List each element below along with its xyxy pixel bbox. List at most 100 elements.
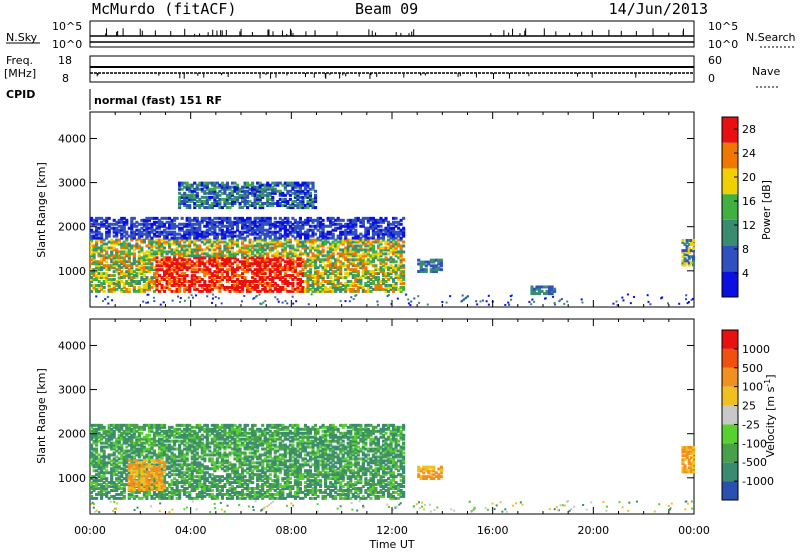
heatmap-cell: [193, 270, 197, 274]
heatmap-cell: [251, 240, 255, 244]
heatmap-cell: [130, 449, 134, 453]
heatmap-cell: [97, 226, 101, 230]
heatmap-cell: [97, 425, 101, 429]
heatmap-cell: [110, 459, 114, 463]
heatmap-cell: [193, 264, 197, 268]
heatmap-cell: [125, 449, 129, 453]
heatmap-cell: [371, 270, 375, 274]
heatmap-cell: [188, 490, 192, 494]
heatmap-cell: [168, 224, 172, 228]
heatmap-cell: [115, 287, 119, 291]
heatmap-cell: [173, 236, 177, 240]
heatmap-speckle: [563, 302, 566, 305]
heatmap-cell: [180, 479, 184, 483]
heatmap-cell: [135, 228, 139, 232]
heatmap-cell: [218, 250, 222, 254]
heatmap-cell: [691, 257, 696, 261]
heatmap-cell: [188, 234, 192, 238]
heatmap-cell: [102, 429, 106, 433]
heatmap-cell: [228, 187, 232, 191]
heatmap-cell: [147, 490, 151, 494]
heatmap-cell: [241, 280, 245, 284]
heatmap-cell: [137, 490, 141, 494]
heatmap-cell: [263, 232, 267, 236]
heatmap-cell: [157, 280, 162, 284]
heatmap-cell: [246, 270, 250, 274]
heatmap-cell: [238, 234, 242, 238]
heatmap-cell: [147, 222, 151, 226]
heatmap-cell: [291, 278, 295, 282]
heatmap-cell: [233, 274, 237, 278]
heatmap-cell: [200, 201, 204, 205]
heatmap-cell: [120, 224, 124, 228]
heatmap-cell: [92, 252, 96, 256]
heatmap-cell: [105, 490, 109, 494]
heatmap-cell: [157, 445, 162, 449]
heatmap-cell: [122, 234, 126, 238]
heatmap-cell: [180, 471, 184, 475]
heatmap-cell: [97, 238, 101, 242]
heatmap-cell: [127, 425, 131, 429]
heatmap-cell: [188, 435, 192, 439]
heatmap-cell: [349, 280, 353, 284]
heatmap-cell: [303, 195, 308, 199]
heatmap-cell: [402, 230, 406, 234]
heatmap-cell: [230, 197, 235, 201]
heatmap-cell: [140, 287, 144, 291]
heatmap-cell: [225, 216, 230, 220]
heatmap-cell: [303, 240, 308, 244]
heatmap-cell: [132, 248, 136, 252]
heatmap-cell: [162, 429, 167, 433]
heatmap-cell: [379, 287, 383, 291]
heatmap-cell: [288, 244, 292, 248]
heatmap-cell: [434, 258, 438, 262]
heatmap-cell: [168, 471, 172, 475]
heatmap-cell: [105, 280, 109, 284]
heatmap-cell: [354, 258, 358, 262]
heatmap-cell: [168, 232, 172, 236]
heatmap-cell: [110, 280, 114, 284]
heatmap-speckle: [179, 301, 182, 304]
heatmap-cell: [188, 195, 192, 199]
heatmap-cell: [326, 264, 330, 268]
heatmap-cell: [258, 220, 262, 224]
heatmap-cell: [397, 268, 401, 272]
heatmap-cell: [193, 278, 197, 282]
heatmap-cell: [155, 224, 159, 228]
heatmap-cell: [235, 274, 240, 278]
heatmap-cell: [283, 278, 287, 282]
heatmap-cell: [145, 232, 149, 236]
heatmap-speckle: [220, 302, 223, 305]
heatmap-cell: [291, 266, 295, 270]
heatmap-cell: [165, 256, 169, 260]
heatmap-cell: [188, 443, 192, 447]
heatmap-cell: [105, 487, 109, 491]
heatmap-cell: [283, 199, 287, 203]
heatmap-speckle: [533, 300, 536, 303]
heatmap-cell: [145, 266, 149, 270]
heatmap-cell: [97, 457, 101, 461]
heatmap-cell: [278, 226, 282, 230]
heatmap-cell: [117, 461, 121, 465]
heatmap-cell: [341, 256, 345, 260]
heatmap-cell: [190, 232, 194, 236]
heatmap-cell: [147, 226, 151, 230]
heatmap-cell: [150, 266, 154, 270]
heatmap-cell: [331, 254, 335, 258]
heatmap-cell: [293, 224, 297, 228]
heatmap-cell: [359, 248, 363, 252]
heatmap-cell: [90, 252, 94, 256]
heatmap-cell: [341, 224, 345, 228]
heatmap-cell: [243, 183, 247, 187]
heatmap-cell: [246, 193, 250, 197]
heatmap-cell: [230, 280, 235, 284]
heatmap-cell: [326, 270, 330, 274]
heatmap-cell: [301, 280, 305, 284]
heatmap-cell: [329, 218, 333, 222]
heatmap-cell: [135, 272, 139, 276]
heatmap-cell: [213, 199, 217, 203]
heatmap-cell: [339, 287, 343, 291]
heatmap-cell: [243, 283, 247, 287]
heatmap-cell: [190, 443, 194, 447]
heatmap-cell: [142, 238, 146, 242]
